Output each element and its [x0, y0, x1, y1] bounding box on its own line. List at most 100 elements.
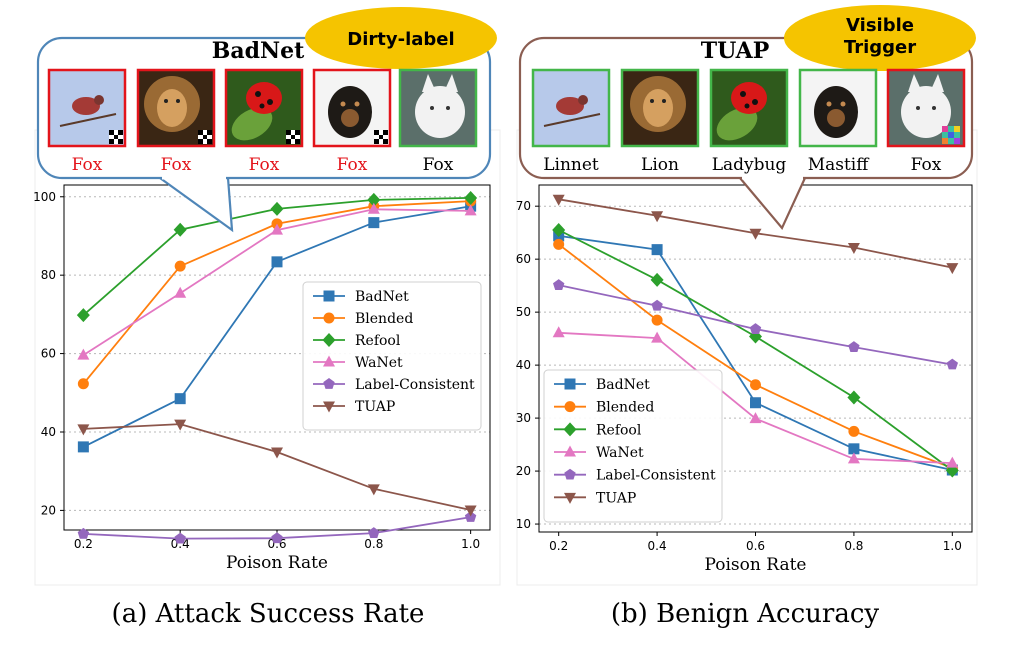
b-ytick-label-10: 10 [516, 517, 531, 531]
b-legend-marker-wanet [564, 445, 576, 457]
a-point-label-consistent-2 [271, 532, 283, 544]
b-ytick-label-70: 70 [516, 199, 531, 213]
inset-a-label-2: Fox [161, 155, 192, 175]
trigger-patch-icon [286, 130, 300, 144]
chart-attack-success-rate: 20 40 60 80 100 0.2 0.4 0.6 0.8 1.0 Poison Rate Bad… [33, 184, 491, 573]
b-xtick-label-0: 0.2 [549, 539, 568, 553]
inset-badnet: BadNet Dirty-label [36, 7, 497, 233]
thumb-lion-poisoned [136, 68, 216, 148]
colorful-trigger-patch-icon [942, 126, 960, 144]
a-xtick-label-0: 0.2 [74, 537, 93, 551]
a-point-wanet-1 [174, 286, 187, 298]
b-point-refool-1 [650, 272, 664, 287]
inset-a-label-3: Fox [249, 155, 280, 175]
a-legend-marker-blended [323, 312, 335, 324]
a-point-label-consistent-3 [368, 527, 380, 538]
a-xtick-label-2: 0.6 [267, 537, 286, 551]
b-xtick-label-1: 0.4 [648, 539, 667, 553]
thumb-linnet-poisoned [47, 68, 127, 148]
caption-b: (b) Benign Accuracy [611, 599, 880, 629]
b-point-wanet-1 [651, 331, 664, 343]
b-point-refool-3 [847, 390, 861, 405]
a-ytick-label-40: 40 [41, 425, 56, 439]
b-legend-marker-blended [564, 401, 576, 413]
inset-b-label-5: Fox [911, 155, 942, 175]
thumb-fox-poisoned [886, 68, 966, 148]
a-point-label-consistent-0 [77, 527, 90, 539]
b-legend-marker-tuap [564, 492, 576, 504]
a-point-refool-4 [464, 190, 478, 205]
dirty-label-badge [305, 7, 497, 69]
a-legend-label-label-consistent: Label-Consistent [355, 377, 475, 393]
visible-trigger-badge-text: Visible Trigger [844, 15, 916, 58]
b-ytick-label-50: 50 [516, 305, 531, 319]
a-point-tuap-4 [464, 505, 477, 517]
a-plot-frame [63, 184, 491, 531]
arctic-fox-icon [415, 86, 465, 138]
b-point-wanet-4 [946, 456, 959, 468]
b-point-label-consistent-4 [946, 358, 958, 370]
inset-b-label-3: Ladybug [712, 155, 787, 175]
a-legend-label-badnet: BadNet [355, 289, 409, 305]
b-legend-label-wanet: WaNet [596, 445, 644, 461]
a-point-label-consistent-1 [174, 532, 186, 544]
a-point-refool-1 [173, 222, 187, 237]
b-point-blended-0 [553, 238, 565, 250]
a-point-tuap-2 [271, 447, 283, 459]
b-xtick-label-2: 0.6 [746, 539, 765, 553]
linnet-bird-icon [556, 97, 584, 115]
a-legend-marker-refool [322, 333, 336, 347]
inset-b-label-2: Lion [641, 155, 679, 175]
b-ytick-label-30: 30 [516, 411, 531, 425]
a-point-badnet-2 [271, 256, 283, 268]
a-point-wanet-4 [464, 204, 477, 216]
b-xtick-label-3: 0.8 [844, 539, 863, 553]
trigger-patch-icon [374, 130, 388, 144]
thumb-fox-clean [398, 68, 478, 148]
a-point-badnet-0 [77, 441, 89, 453]
a-xtick-label-3: 0.8 [364, 537, 383, 551]
b-legend-marker-refool [563, 422, 577, 437]
b-point-wanet-2 [749, 412, 762, 424]
a-legend-marker-tuap [323, 401, 335, 413]
b-legend-label-badnet: BadNet [596, 377, 650, 393]
b-point-tuap-3 [847, 243, 860, 255]
a-point-blended-1 [174, 260, 186, 272]
b-point-blended-3 [848, 425, 860, 437]
a-ytick-label-20: 20 [41, 503, 56, 517]
a-xtick-label-4: 1.0 [461, 537, 480, 551]
inset-b-label-4: Mastiff [808, 155, 871, 175]
chart-benign-accuracy: 10 20 30 40 50 60 70 0.2 0.4 0.6 0.8 1.0 Poison Rate… [516, 184, 973, 575]
b-point-tuap-1 [651, 211, 664, 223]
b-point-label-consistent-0 [553, 279, 565, 290]
a-ytick-label-60: 60 [41, 347, 56, 361]
thumb-ladybug-poisoned [224, 68, 304, 148]
a-point-tuap-0 [77, 424, 90, 436]
arctic-fox-icon [901, 86, 951, 138]
b-point-badnet-2 [750, 397, 761, 409]
inset-b-title: TUAP [701, 38, 770, 64]
b-point-wanet-3 [847, 452, 860, 464]
inset-a-label-4: Fox [337, 155, 368, 175]
a-point-tuap-1 [174, 419, 187, 431]
b-point-tuap-2 [749, 228, 762, 240]
visible-trigger-badge [784, 5, 976, 71]
a-point-wanet-3 [367, 202, 380, 214]
b-legend-label-blended: Blended [596, 400, 654, 416]
caption-a: (a) Attack Success Rate [112, 599, 425, 629]
b-legend-label-tuap: TUAP [596, 490, 636, 506]
thumb-lion-clean [620, 68, 700, 148]
thumb-linnet-clean [531, 68, 611, 148]
ladybug-icon [731, 82, 767, 114]
a-point-refool-3 [367, 192, 381, 207]
a-legend-label-refool: Refool [355, 333, 401, 349]
inset-a-label-1: Fox [72, 155, 103, 175]
a-point-wanet-2 [271, 223, 283, 235]
b-point-badnet-3 [848, 443, 860, 455]
b-legend-label-refool: Refool [596, 422, 642, 438]
b-point-tuap-4 [946, 263, 959, 275]
a-legend-label-wanet: WaNet [355, 355, 403, 371]
a-point-label-consistent-4 [464, 511, 477, 522]
a-point-refool-2 [270, 201, 284, 216]
b-point-wanet-0 [552, 326, 565, 338]
